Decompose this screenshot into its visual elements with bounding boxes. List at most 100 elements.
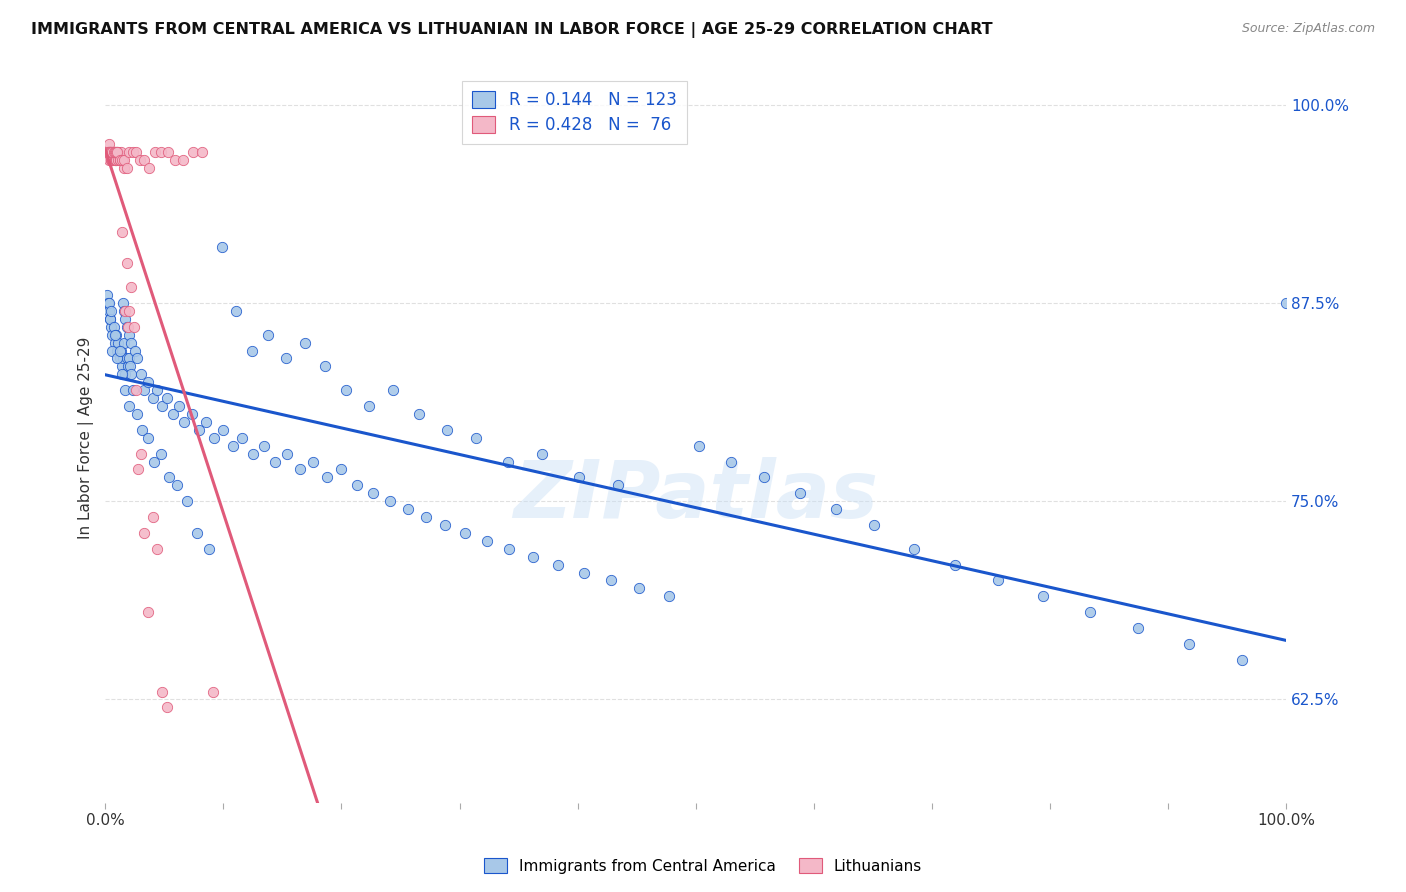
Point (274, 351, 297, 366)
Point (572, 566, 595, 580)
Point (181, 145, 204, 160)
Point (150, 684, 173, 698)
Point (97, 145, 120, 160)
Point (97, 296, 120, 310)
Point (131, 423, 153, 437)
Point (103, 145, 125, 160)
Point (105, 145, 128, 160)
Point (111, 359, 134, 374)
Point (97, 145, 120, 160)
Point (688, 439, 710, 453)
Point (105, 145, 128, 160)
Point (101, 145, 124, 160)
Point (104, 145, 127, 160)
Point (98, 145, 121, 160)
Point (103, 319, 125, 334)
Point (101, 343, 124, 358)
Point (115, 256, 138, 270)
Point (166, 478, 188, 492)
Point (134, 525, 156, 540)
Point (156, 391, 179, 405)
Point (115, 351, 138, 366)
Point (222, 439, 245, 453)
Point (180, 407, 202, 421)
Point (1078, 605, 1101, 619)
Point (149, 145, 172, 160)
Point (112, 304, 135, 318)
Point (97, 137, 120, 152)
Point (162, 407, 184, 421)
Point (97, 153, 120, 168)
Point (100, 145, 122, 160)
Point (143, 145, 166, 160)
Point (136, 376, 159, 390)
Point (100, 145, 122, 160)
Point (98, 311, 121, 326)
Point (98, 145, 121, 160)
Point (191, 145, 214, 160)
Point (314, 359, 336, 374)
Point (104, 153, 127, 168)
Point (103, 145, 125, 160)
Point (104, 153, 127, 168)
Point (903, 541, 925, 556)
Point (752, 470, 775, 484)
Point (363, 486, 385, 500)
Point (112, 335, 135, 350)
Point (120, 368, 142, 382)
Point (627, 582, 650, 596)
Point (105, 351, 128, 366)
Point (150, 399, 173, 413)
Point (100, 153, 122, 168)
Point (108, 351, 131, 366)
Point (112, 153, 135, 168)
Point (863, 518, 886, 533)
Point (136, 431, 159, 445)
Point (127, 462, 149, 476)
Point (114, 368, 136, 382)
Point (194, 415, 217, 429)
Point (127, 351, 149, 366)
Point (156, 700, 179, 714)
Point (118, 351, 141, 366)
Point (134, 383, 156, 397)
Point (129, 447, 152, 461)
Point (118, 327, 141, 342)
Point (115, 161, 138, 175)
Point (225, 304, 247, 318)
Point (156, 145, 179, 160)
Point (454, 525, 477, 540)
Point (122, 319, 145, 334)
Point (96, 145, 118, 160)
Point (117, 359, 139, 374)
Point (103, 145, 125, 160)
Point (103, 145, 125, 160)
Point (124, 343, 146, 358)
Point (264, 454, 287, 468)
Point (330, 462, 353, 476)
Point (198, 541, 221, 556)
Point (146, 541, 169, 556)
Point (1178, 637, 1201, 651)
Point (128, 153, 150, 168)
Point (149, 447, 172, 461)
Point (114, 304, 136, 318)
Point (825, 502, 848, 516)
Point (117, 319, 139, 334)
Point (599, 574, 621, 588)
Point (101, 153, 124, 168)
Point (100, 319, 122, 334)
Point (547, 558, 569, 572)
Point (167, 399, 190, 413)
Point (127, 407, 149, 421)
Point (606, 478, 628, 492)
Point (382, 383, 405, 397)
Point (316, 470, 339, 484)
Point (163, 153, 186, 168)
Point (987, 574, 1010, 588)
Point (105, 153, 128, 168)
Point (97, 296, 120, 310)
Point (157, 470, 180, 484)
Point (108, 343, 131, 358)
Point (121, 383, 143, 397)
